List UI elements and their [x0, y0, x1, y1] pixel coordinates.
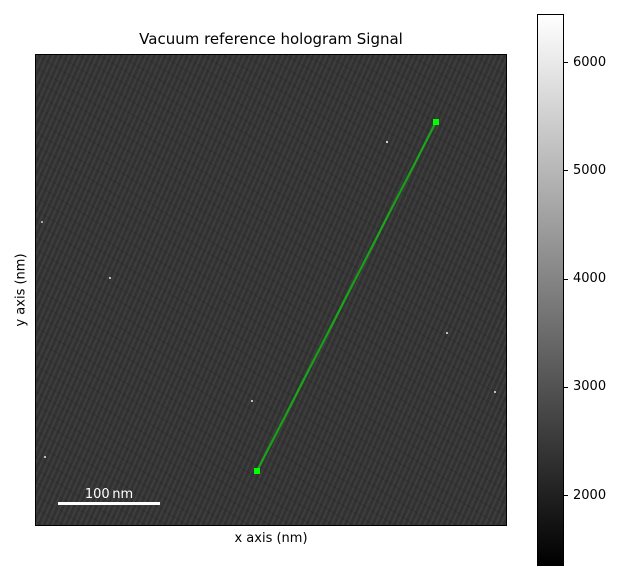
colorbar-tick-label: 2000 [573, 487, 607, 503]
plot-title: Vacuum reference hologram Signal [139, 30, 403, 48]
colorbar-tick-mark [564, 278, 568, 280]
bright-pixel [109, 277, 111, 279]
y-axis-label: y axis (nm) [13, 253, 29, 327]
colorbar-tick-label: 5000 [573, 162, 607, 178]
colorbar-tick-label: 6000 [573, 54, 607, 70]
colorbar-tick-label: 4000 [573, 271, 607, 287]
bright-pixel [41, 221, 43, 223]
bright-pixel [44, 456, 46, 458]
hologram-image[interactable]: 100 nm [35, 54, 507, 526]
colorbar-tick-label: 3000 [573, 379, 607, 395]
x-axis-label: x axis (nm) [234, 531, 308, 546]
bright-pixel [251, 400, 253, 402]
colorbar-tick-mark [564, 62, 568, 64]
colorbar-tick-mark [564, 170, 568, 172]
colorbar-tick-mark [564, 386, 568, 388]
colorbar [537, 14, 564, 566]
roi-handle-end[interactable] [433, 119, 439, 125]
scalebar [58, 502, 160, 505]
line-profile-roi[interactable] [256, 121, 437, 472]
bright-pixel [446, 332, 448, 334]
roi-handle-start[interactable] [254, 468, 260, 474]
bright-pixel [386, 141, 388, 143]
colorbar-tick-mark [564, 495, 568, 497]
bright-pixel [494, 391, 496, 393]
scalebar-label: 100 nm [84, 487, 134, 502]
fringe-modulation [36, 55, 506, 525]
